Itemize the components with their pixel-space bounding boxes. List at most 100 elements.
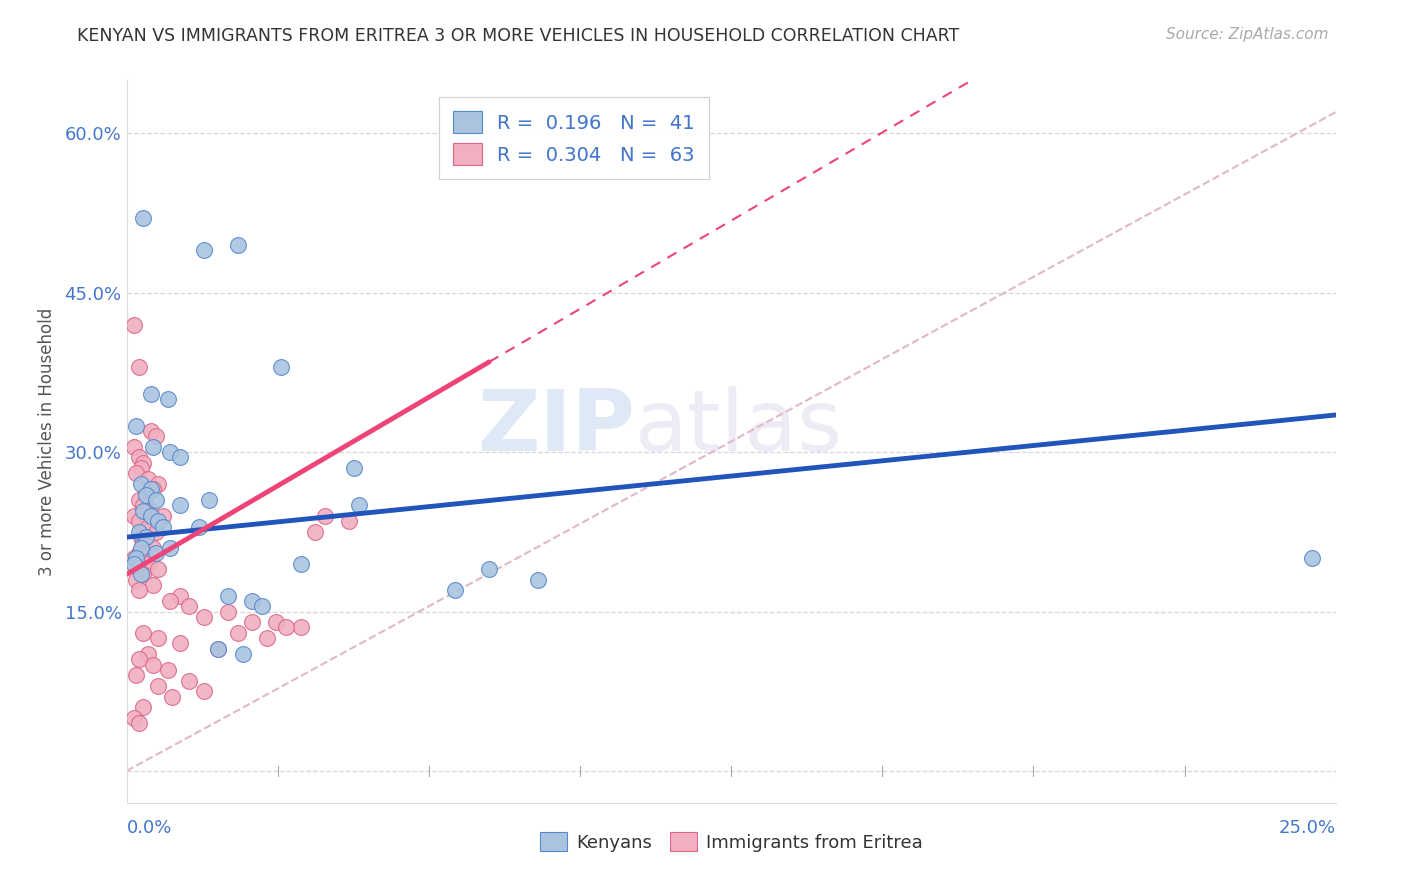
Point <box>122 711 145 725</box>
Text: 0.0%: 0.0% <box>127 819 172 837</box>
Text: KENYAN VS IMMIGRANTS FROM ERITREA 3 OR MORE VEHICLES IN HOUSEHOLD CORRELATION CH: KENYAN VS IMMIGRANTS FROM ERITREA 3 OR M… <box>77 27 959 45</box>
Point <box>122 318 145 332</box>
Point <box>142 657 165 672</box>
Point <box>139 386 162 401</box>
Point <box>142 483 165 497</box>
Point <box>250 599 273 614</box>
Point <box>1301 551 1323 566</box>
Point <box>145 524 167 539</box>
Point <box>135 488 157 502</box>
Point <box>136 519 159 533</box>
Point <box>125 418 148 433</box>
Point <box>276 620 298 634</box>
Point <box>132 700 155 714</box>
Point <box>152 508 174 523</box>
Point <box>132 456 155 470</box>
Y-axis label: 3 or more Vehicles in Household: 3 or more Vehicles in Household <box>38 308 56 575</box>
Point <box>169 450 191 465</box>
Point <box>217 589 239 603</box>
Point <box>128 652 150 666</box>
Text: Source: ZipAtlas.com: Source: ZipAtlas.com <box>1166 27 1329 42</box>
Point <box>125 467 148 481</box>
Point <box>266 615 288 630</box>
Point <box>136 557 159 571</box>
Point <box>193 610 215 624</box>
Point <box>478 562 501 576</box>
Point <box>217 605 239 619</box>
Point <box>270 360 292 375</box>
Point <box>207 641 229 656</box>
Text: atlas: atlas <box>634 385 842 468</box>
Point <box>156 392 179 406</box>
Point <box>159 541 181 555</box>
Point <box>146 514 169 528</box>
Point <box>128 583 150 598</box>
Point <box>152 519 174 533</box>
Point <box>132 211 155 226</box>
Point <box>128 716 150 731</box>
Point <box>145 429 167 443</box>
Point <box>290 557 312 571</box>
Point <box>256 631 278 645</box>
Point <box>526 573 548 587</box>
Point <box>122 551 145 566</box>
Point <box>142 440 165 454</box>
Point <box>197 493 219 508</box>
Point <box>444 583 467 598</box>
Point <box>232 647 254 661</box>
Point <box>193 244 215 258</box>
Point <box>128 514 150 528</box>
Point <box>135 503 157 517</box>
Point <box>240 594 263 608</box>
Point <box>146 562 169 576</box>
Point <box>129 530 152 544</box>
Point <box>146 679 169 693</box>
Point <box>290 620 312 634</box>
Point <box>347 498 370 512</box>
Point <box>122 557 145 571</box>
Point <box>129 461 152 475</box>
Point <box>139 483 162 497</box>
Point <box>139 508 162 523</box>
Point <box>337 514 360 528</box>
Point <box>145 546 167 560</box>
Point <box>132 535 155 549</box>
Point <box>188 519 211 533</box>
Point <box>129 567 152 582</box>
Point <box>132 625 155 640</box>
Point <box>128 360 150 375</box>
Text: ZIP: ZIP <box>477 385 634 468</box>
Point <box>122 440 145 454</box>
Legend: R =  0.196   N =  41, R =  0.304   N =  63: R = 0.196 N = 41, R = 0.304 N = 63 <box>439 97 709 179</box>
Point <box>128 546 150 560</box>
Point <box>169 589 191 603</box>
Point <box>142 541 165 555</box>
Point <box>136 472 159 486</box>
Point <box>226 625 249 640</box>
Point <box>132 503 155 517</box>
Point <box>240 615 263 630</box>
Point <box>128 524 150 539</box>
Point <box>179 673 201 688</box>
Point <box>139 424 162 438</box>
Point <box>179 599 201 614</box>
Point <box>142 578 165 592</box>
Point <box>125 573 148 587</box>
Point <box>132 498 155 512</box>
Point <box>129 477 152 491</box>
Point <box>156 663 179 677</box>
Point <box>136 647 159 661</box>
Point <box>128 493 150 508</box>
Text: 25.0%: 25.0% <box>1278 819 1336 837</box>
Point <box>135 530 157 544</box>
Point <box>128 450 150 465</box>
Point <box>145 493 167 508</box>
Point <box>125 551 148 566</box>
Point <box>129 541 152 555</box>
Point <box>226 238 249 252</box>
Point <box>207 641 229 656</box>
Point <box>159 594 181 608</box>
Point <box>135 488 157 502</box>
Point <box>132 567 155 582</box>
Point <box>125 668 148 682</box>
